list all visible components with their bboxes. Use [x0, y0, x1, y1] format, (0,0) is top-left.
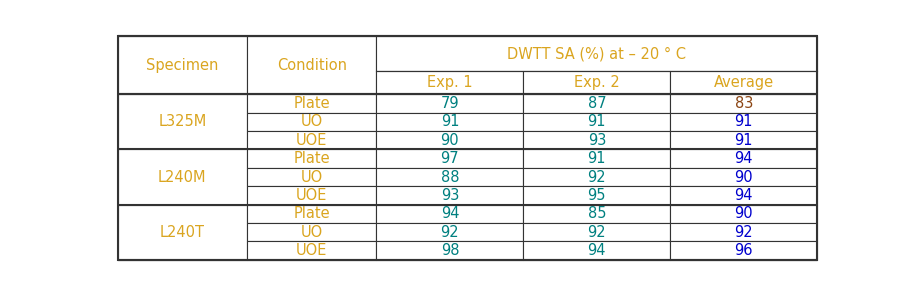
Text: 91: 91 — [440, 114, 458, 130]
Text: 93: 93 — [440, 188, 458, 203]
Text: 93: 93 — [587, 133, 606, 148]
Bar — [376, 205, 523, 223]
Bar — [670, 71, 816, 94]
Text: Condition: Condition — [276, 58, 346, 73]
Bar — [523, 149, 670, 168]
Bar — [247, 186, 376, 205]
Text: 97: 97 — [440, 151, 459, 166]
Bar — [118, 94, 247, 149]
Bar — [247, 205, 376, 223]
Text: UO: UO — [301, 170, 322, 185]
Text: 96: 96 — [733, 243, 752, 258]
Bar — [247, 241, 376, 260]
Bar — [247, 36, 376, 94]
Bar — [376, 149, 523, 168]
Bar — [670, 168, 816, 186]
Text: 92: 92 — [733, 225, 752, 240]
Bar — [670, 149, 816, 168]
Text: 98: 98 — [440, 243, 458, 258]
Bar — [670, 131, 816, 149]
Text: 92: 92 — [440, 225, 459, 240]
Bar — [247, 113, 376, 131]
Text: Plate: Plate — [293, 151, 330, 166]
Text: Average: Average — [713, 75, 773, 90]
Bar — [670, 113, 816, 131]
Text: 94: 94 — [587, 243, 606, 258]
Bar — [523, 71, 670, 94]
Text: Exp. 1: Exp. 1 — [426, 75, 472, 90]
Bar — [670, 94, 816, 113]
Bar — [247, 94, 376, 113]
Bar — [376, 71, 523, 94]
Bar — [376, 94, 523, 113]
Text: UOE: UOE — [296, 188, 327, 203]
Text: UOE: UOE — [296, 243, 327, 258]
Text: DWTT SA (%) at – 20 ° C: DWTT SA (%) at – 20 ° C — [507, 46, 686, 61]
Text: L325M: L325M — [158, 114, 206, 130]
Bar — [118, 149, 247, 205]
Bar — [523, 131, 670, 149]
Bar — [247, 223, 376, 241]
Bar — [523, 241, 670, 260]
Bar — [523, 113, 670, 131]
Bar — [670, 205, 816, 223]
Bar — [523, 205, 670, 223]
Text: 92: 92 — [587, 170, 606, 185]
Bar — [376, 186, 523, 205]
Text: 87: 87 — [587, 96, 606, 111]
Text: Plate: Plate — [293, 206, 330, 221]
Bar — [376, 113, 523, 131]
Bar — [376, 36, 816, 71]
Text: 91: 91 — [733, 114, 752, 130]
Bar — [376, 168, 523, 186]
Text: 85: 85 — [587, 206, 606, 221]
Text: 94: 94 — [733, 151, 752, 166]
Text: 83: 83 — [733, 96, 752, 111]
Text: UO: UO — [301, 225, 322, 240]
Text: 90: 90 — [733, 206, 752, 221]
Text: 92: 92 — [587, 225, 606, 240]
Text: Exp. 2: Exp. 2 — [573, 75, 619, 90]
Bar — [247, 131, 376, 149]
Text: 91: 91 — [587, 114, 606, 130]
Text: 90: 90 — [733, 170, 752, 185]
Bar — [118, 205, 247, 260]
Text: Specimen: Specimen — [146, 58, 219, 73]
Text: L240T: L240T — [159, 225, 205, 240]
Text: UOE: UOE — [296, 133, 327, 148]
Text: 91: 91 — [733, 133, 752, 148]
Text: 79: 79 — [440, 96, 459, 111]
Bar — [523, 223, 670, 241]
Text: 90: 90 — [440, 133, 459, 148]
Bar — [523, 94, 670, 113]
Bar — [247, 168, 376, 186]
Bar — [247, 149, 376, 168]
Bar — [523, 168, 670, 186]
Bar — [376, 131, 523, 149]
Text: 95: 95 — [587, 188, 606, 203]
Bar — [376, 223, 523, 241]
Bar — [376, 241, 523, 260]
Text: 94: 94 — [440, 206, 458, 221]
Bar — [523, 186, 670, 205]
Bar — [118, 36, 247, 94]
Bar — [670, 186, 816, 205]
Bar — [670, 223, 816, 241]
Text: UO: UO — [301, 114, 322, 130]
Bar — [670, 241, 816, 260]
Text: 91: 91 — [587, 151, 606, 166]
Text: 94: 94 — [733, 188, 752, 203]
Text: Plate: Plate — [293, 96, 330, 111]
Text: L240M: L240M — [158, 170, 206, 185]
Text: 88: 88 — [440, 170, 458, 185]
